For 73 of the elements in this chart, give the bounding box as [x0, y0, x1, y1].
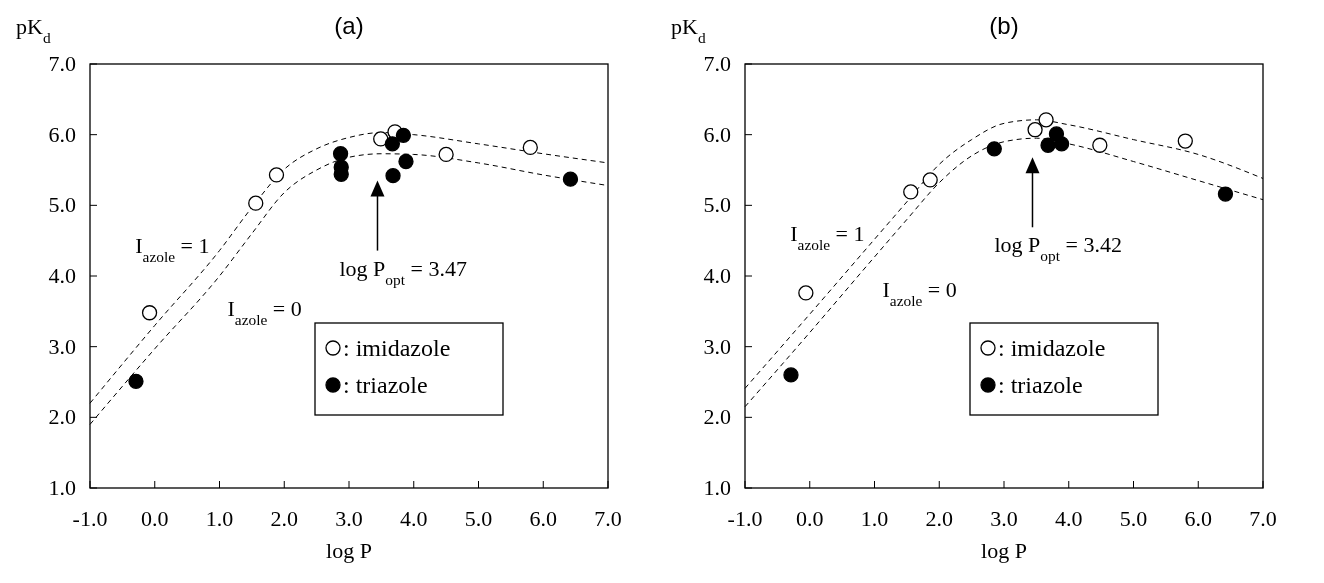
- point: [141, 305, 158, 321]
- point: [903, 184, 919, 200]
- y-tick-label: 1.0: [48, 475, 76, 500]
- point: [395, 127, 412, 144]
- annotation: log P$_{opt}$ = 3.47: [339, 255, 467, 288]
- x-tick-label: 7.0: [1249, 506, 1277, 531]
- point: [332, 146, 349, 162]
- point: [248, 195, 264, 211]
- point: [1053, 136, 1070, 152]
- x-axis-title: log P: [326, 538, 372, 563]
- x-tick-label: 2.0: [925, 506, 953, 531]
- point: [268, 167, 285, 183]
- y-tick-label: 4.0: [48, 263, 76, 288]
- x-tick-label: 6.0: [529, 506, 557, 531]
- y-tick-label: 1.0: [703, 475, 731, 500]
- point: [384, 136, 401, 152]
- y-tick-label: 3.0: [703, 333, 731, 359]
- y-tick-label: 3.0: [48, 333, 76, 359]
- legend-label: : imidazole: [998, 335, 1106, 361]
- point: [438, 146, 454, 163]
- point: [1217, 186, 1234, 202]
- chart-title: (b): [989, 12, 1019, 39]
- x-tick-label: -1.0: [72, 506, 108, 531]
- x-tick-label: 4.0: [1055, 506, 1083, 531]
- y-axis-title: pK$_{d}$: [671, 14, 706, 46]
- series-label: I$_{azole}$ = 0: [227, 296, 302, 328]
- point: [373, 131, 389, 147]
- x-tick-label: 3.0: [990, 506, 1018, 531]
- y-tick-label: 2.0: [703, 404, 731, 430]
- annotation: log P$_{opt}$ = 3.42: [994, 232, 1122, 264]
- x-tick-label: 5.0: [1119, 506, 1148, 531]
- x-tick-label: 3.0: [335, 506, 363, 531]
- y-tick-label: 6.0: [48, 121, 76, 147]
- series-label: I$_{azole}$ = 0: [882, 276, 957, 309]
- x-tick-label: 0.0: [796, 506, 824, 531]
- x-tick-label: 6.0: [1184, 506, 1212, 531]
- point: [1038, 112, 1054, 128]
- point: [783, 367, 799, 383]
- point: [1040, 137, 1056, 153]
- y-axis-title: pK$_{d}$: [16, 14, 51, 46]
- point: [562, 171, 579, 187]
- y-tick-label: 5.0: [48, 192, 76, 218]
- y-tick-label: 2.0: [48, 404, 76, 430]
- x-tick-label: 5.0: [464, 506, 493, 531]
- point: [522, 139, 538, 156]
- y-tick-label: 7.0: [703, 51, 731, 76]
- x-tick-label: 1.0: [205, 506, 234, 531]
- x-tick-label: 7.0: [594, 506, 622, 531]
- x-axis-title: log P: [981, 538, 1027, 563]
- point: [385, 168, 401, 184]
- point: [922, 172, 938, 188]
- point: [398, 153, 414, 170]
- x-tick-label: 4.0: [400, 506, 428, 531]
- legend-label: : triazole: [998, 372, 1083, 398]
- legend-label: : triazole: [343, 372, 428, 398]
- point: [128, 373, 144, 389]
- point: [986, 141, 1002, 157]
- point: [798, 285, 814, 301]
- y-tick-label: 4.0: [703, 263, 731, 288]
- series-label: I$_{azole}$ = 1: [790, 221, 865, 253]
- x-tick-label: -1.0: [727, 506, 763, 531]
- chart-title: (a): [334, 12, 364, 39]
- x-tick-label: 2.0: [270, 506, 298, 531]
- y-tick-label: 5.0: [703, 192, 731, 218]
- y-tick-label: 6.0: [703, 121, 731, 147]
- legend-label: : imidazole: [343, 335, 451, 361]
- point: [1092, 137, 1108, 153]
- y-tick-label: 7.0: [48, 51, 76, 76]
- x-tick-label: 1.0: [860, 506, 889, 531]
- point: [1177, 133, 1193, 149]
- series-label: I$_{azole}$ = 1: [135, 232, 210, 265]
- x-tick-label: 0.0: [141, 506, 169, 531]
- point: [1027, 122, 1043, 138]
